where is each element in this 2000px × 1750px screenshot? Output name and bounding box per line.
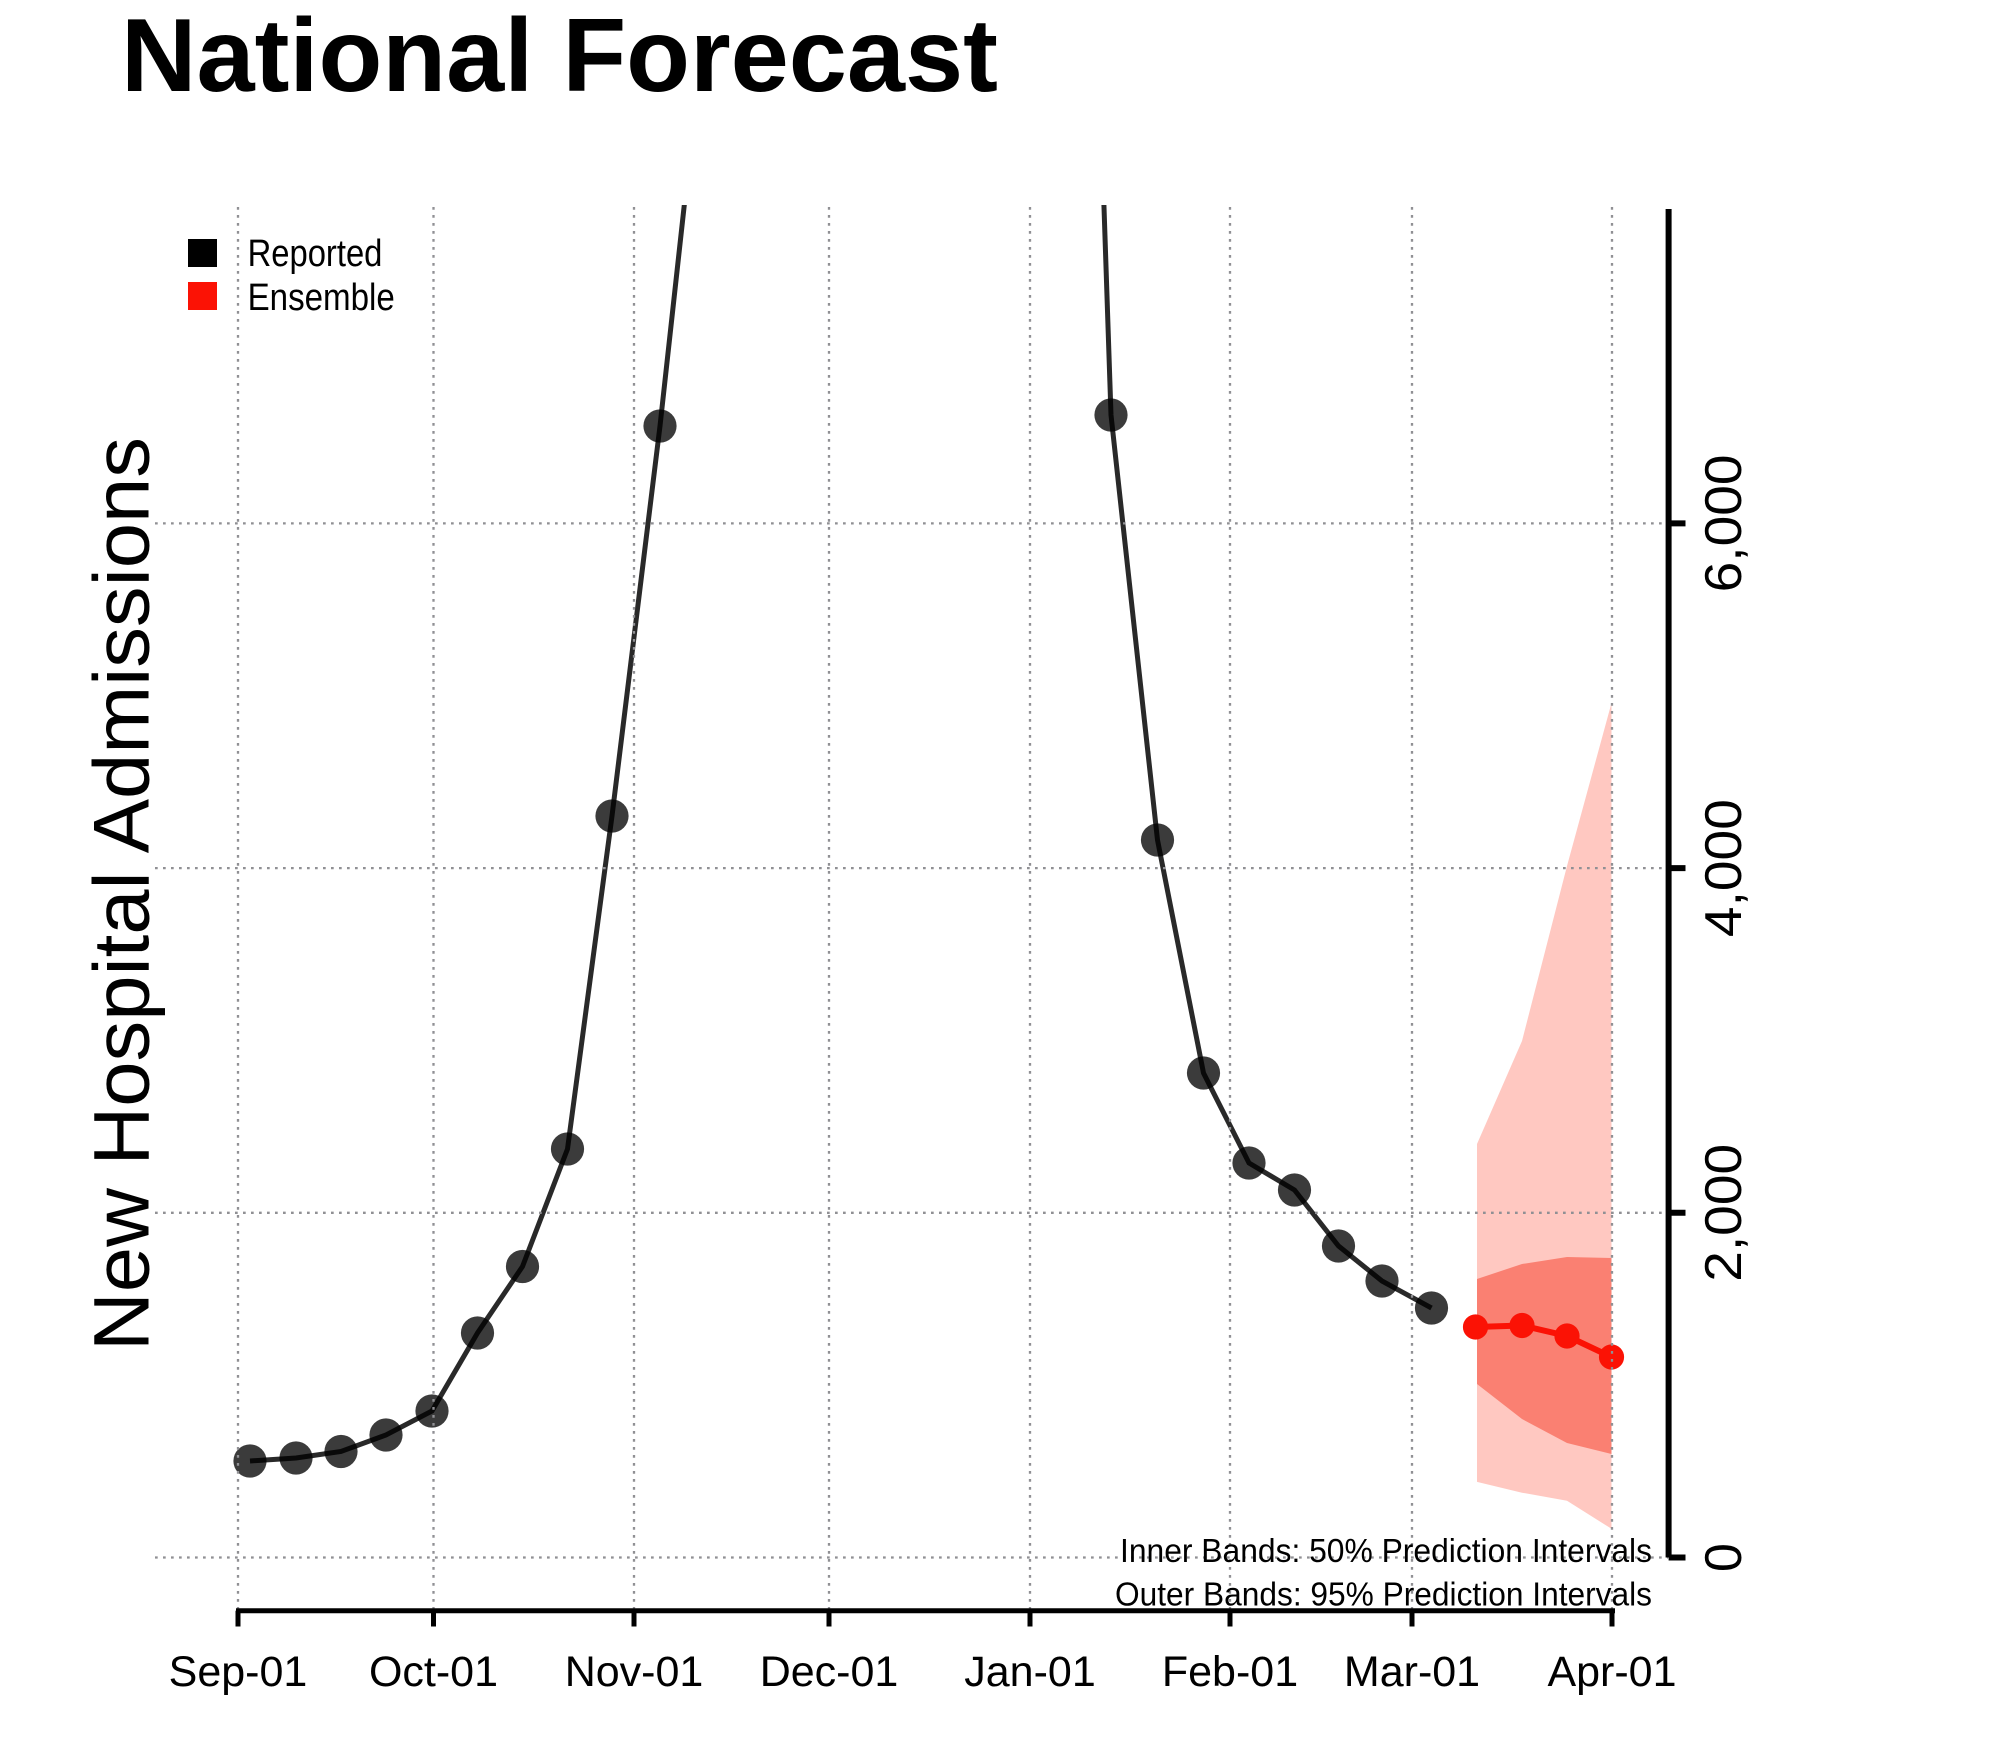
svg-text:0: 0 [1695,1543,1753,1572]
svg-text:Dec-01: Dec-01 [760,1648,899,1696]
svg-text:Outer Bands: 95% Prediction In: Outer Bands: 95% Prediction Intervals [1115,1577,1652,1614]
svg-text:Inner Bands: 50% Prediction In: Inner Bands: 50% Prediction Intervals [1120,1533,1652,1570]
svg-text:Mar-01: Mar-01 [1344,1648,1480,1696]
svg-text:New Hospital Admissions: New Hospital Admissions [77,437,166,1351]
svg-text:National Forecast: National Forecast [121,0,998,114]
svg-text:Feb-01: Feb-01 [1162,1648,1298,1696]
svg-text:Oct-01: Oct-01 [369,1648,498,1696]
svg-text:Sep-01: Sep-01 [169,1648,308,1696]
svg-text:2,000: 2,000 [1695,1144,1753,1282]
svg-text:Apr-01: Apr-01 [1547,1648,1676,1696]
svg-text:Jan-01: Jan-01 [964,1648,1095,1696]
svg-text:Reported: Reported [248,232,383,275]
svg-text:4,000: 4,000 [1695,799,1753,937]
svg-text:6,000: 6,000 [1695,454,1753,592]
svg-text:Nov-01: Nov-01 [565,1648,704,1696]
svg-text:Ensemble: Ensemble [248,276,395,319]
